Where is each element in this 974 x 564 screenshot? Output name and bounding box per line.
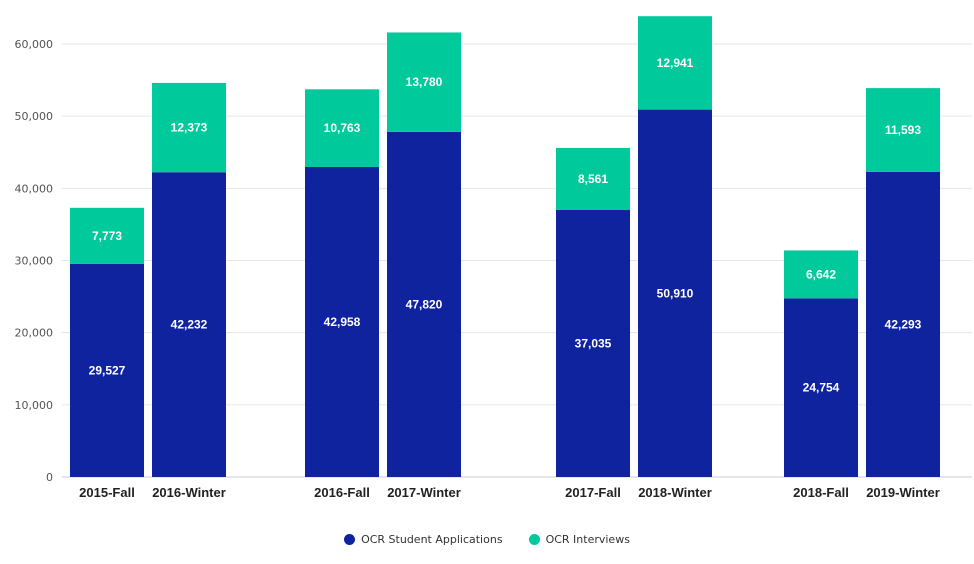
- y-tick-label: 20,000: [15, 327, 54, 340]
- legend-swatch-applications: [344, 534, 356, 545]
- legend-label-interviews: OCR Interviews: [545, 533, 630, 546]
- data-label: 8,561: [578, 172, 608, 186]
- bar-applications-2019-Winter[interactable]: [866, 171, 940, 477]
- y-tick-label: 30,000: [15, 255, 54, 268]
- x-axis-labels: 2015-Fall 2016-Winter 2016-Fall 2017-Winter…: [79, 485, 940, 500]
- x-category-label: 2015-Fall: [79, 485, 135, 500]
- bar-applications-2018-Winter[interactable]: [638, 109, 712, 478]
- bar-interviews-2017-Winter[interactable]: [387, 32, 461, 132]
- x-category-label: 2016-Fall: [314, 485, 370, 500]
- data-label: 37,035: [575, 336, 612, 350]
- data-label: 10,763: [324, 121, 361, 135]
- legend-item-applications[interactable]: OCR Student Applications: [344, 533, 503, 546]
- data-label: 42,232: [171, 318, 208, 332]
- x-category-label: 2018-Winter: [638, 485, 712, 500]
- legend-label-applications: OCR Student Applications: [361, 533, 503, 546]
- data-label: 12,373: [171, 121, 208, 135]
- bar-interviews-2018-Winter[interactable]: [638, 16, 712, 110]
- data-labels: 29,527 7,773 42,232 12,373 42,958 10,763 47,82…: [89, 56, 922, 395]
- legend-item-interviews[interactable]: OCR Interviews: [528, 533, 630, 546]
- legend: OCR Student Applications OCR Interviews: [0, 533, 974, 546]
- data-label: 42,293: [885, 317, 922, 331]
- legend-swatch-interviews: [528, 534, 540, 545]
- bar-interviews-2017-Fall[interactable]: [556, 147, 630, 210]
- bar-interviews-2016-Fall[interactable]: [305, 89, 379, 167]
- bar-applications-2017-Winter[interactable]: [387, 131, 461, 478]
- y-tick-label: 40,000: [15, 182, 54, 195]
- bar-interviews-2015-Fall[interactable]: [70, 207, 144, 264]
- data-label: 29,527: [89, 363, 126, 377]
- bar-interviews-2019-Winter[interactable]: [866, 88, 940, 172]
- bar-interviews-2016-Winter[interactable]: [152, 82, 226, 173]
- x-category-label: 2016-Winter: [152, 485, 226, 500]
- data-label: 12,941: [657, 56, 694, 70]
- x-category-label: 2017-Fall: [565, 485, 621, 500]
- x-category-label: 2017-Winter: [387, 485, 461, 500]
- data-label: 7,773: [92, 229, 122, 243]
- data-label: 42,958: [324, 315, 361, 329]
- bar-interviews-2018-Fall[interactable]: [784, 250, 858, 299]
- y-tick-label: 10,000: [15, 399, 54, 412]
- x-category-label: 2019-Winter: [866, 485, 940, 500]
- bar-applications-2015-Fall[interactable]: [70, 263, 144, 477]
- x-category-label: 2018-Fall: [793, 485, 849, 500]
- bar-applications-2017-Fall[interactable]: [556, 209, 630, 477]
- y-tick-label: 60,000: [15, 38, 54, 51]
- y-tick-label: 50,000: [15, 110, 54, 123]
- bar-applications-2016-Winter[interactable]: [152, 172, 226, 477]
- data-label: 6,642: [806, 267, 836, 281]
- data-label: 13,780: [406, 75, 443, 89]
- y-axis-ticks: 0 10,000 20,000 30,000 40,000 50,000 60,000: [15, 38, 54, 484]
- bar-applications-2018-Fall[interactable]: [784, 298, 858, 477]
- data-label: 47,820: [406, 297, 443, 311]
- data-label: 50,910: [657, 286, 694, 300]
- data-label: 11,593: [885, 123, 921, 137]
- data-label: 24,754: [803, 381, 840, 395]
- y-tick-label: 0: [46, 471, 53, 484]
- stacked-bar-chart: 0 10,000 20,000 30,000 40,000 50,000 60,000 29…: [15, 16, 972, 500]
- bar-applications-2016-Fall[interactable]: [305, 166, 379, 477]
- bars: [70, 16, 940, 478]
